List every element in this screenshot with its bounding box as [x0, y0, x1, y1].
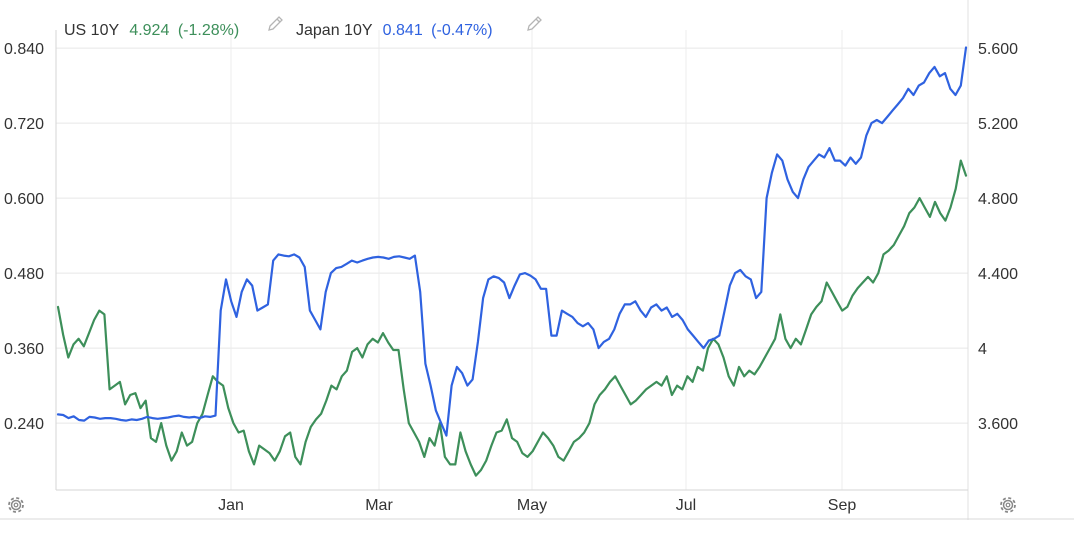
left-axis-ticks: 0.840 0.720 0.600 0.480 0.360 0.240 — [4, 41, 44, 433]
left-tick-label: 0.720 — [4, 116, 44, 133]
left-tick-label: 0.360 — [4, 341, 44, 358]
left-tick-label: 0.840 — [4, 41, 44, 58]
x-tick-label: Jul — [676, 497, 696, 514]
right-tick-label: 5.600 — [978, 41, 1018, 58]
right-tick-label: 4.400 — [978, 266, 1018, 283]
legend: US 10Y 4.924 (-1.28%) Japan 10Y 0.841 (-… — [64, 16, 542, 39]
right-axis-ticks: 5.600 5.200 4.800 4.400 4 3.600 — [978, 41, 1018, 433]
series-line-japan-10y — [56, 46, 968, 437]
legend-value: 4.924 — [129, 22, 169, 39]
legend-name: Japan 10Y — [296, 22, 373, 39]
series-lines — [56, 46, 968, 477]
right-settings-gear-icon[interactable] — [1000, 497, 1016, 513]
series-line-us-10y — [56, 159, 968, 477]
left-tick-label: 0.480 — [4, 266, 44, 283]
legend-item-japan-10y[interactable]: Japan 10Y 0.841 (-0.47%) — [296, 22, 493, 39]
right-tick-label: 4.800 — [978, 191, 1018, 208]
x-tick-label: Mar — [365, 497, 393, 514]
right-tick-label: 4 — [978, 341, 987, 358]
left-tick-label: 0.600 — [4, 191, 44, 208]
legend-value: 0.841 — [383, 22, 423, 39]
pencil-icon[interactable] — [527, 16, 542, 31]
legend-change: (-1.28%) — [178, 22, 239, 39]
x-axis-ticks: Jan Mar May Jul Sep — [218, 497, 856, 514]
x-tick-label: Jan — [218, 497, 244, 514]
right-tick-label: 5.200 — [978, 116, 1018, 133]
grid — [56, 30, 968, 490]
right-tick-label: 3.600 — [978, 416, 1018, 433]
legend-name: US 10Y — [64, 22, 119, 39]
x-tick-label: May — [517, 497, 547, 514]
pencil-icon[interactable] — [268, 16, 283, 31]
legend-item-us-10y[interactable]: US 10Y 4.924 (-1.28%) — [64, 22, 239, 39]
legend-change: (-0.47%) — [431, 22, 492, 39]
left-settings-gear-icon[interactable] — [8, 497, 24, 513]
left-tick-label: 0.240 — [4, 416, 44, 433]
x-tick-label: Sep — [828, 497, 857, 514]
